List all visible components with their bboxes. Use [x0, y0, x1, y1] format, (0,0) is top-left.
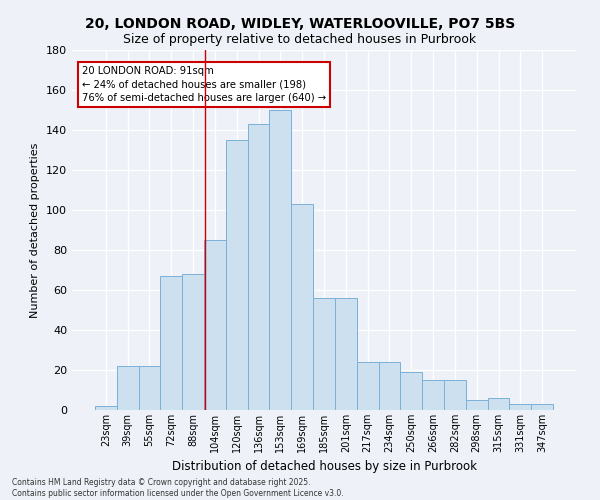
- Bar: [466, 400, 488, 410]
- Y-axis label: Number of detached properties: Number of detached properties: [31, 142, 40, 318]
- X-axis label: Distribution of detached houses by size in Purbrook: Distribution of detached houses by size …: [172, 460, 476, 473]
- Bar: [357, 362, 379, 410]
- Bar: [269, 110, 291, 410]
- Text: Contains HM Land Registry data © Crown copyright and database right 2025.
Contai: Contains HM Land Registry data © Crown c…: [12, 478, 344, 498]
- Bar: [160, 276, 182, 410]
- Bar: [488, 398, 509, 410]
- Bar: [313, 298, 335, 410]
- Bar: [531, 404, 553, 410]
- Bar: [379, 362, 400, 410]
- Bar: [509, 404, 531, 410]
- Bar: [444, 380, 466, 410]
- Bar: [422, 380, 444, 410]
- Text: Size of property relative to detached houses in Purbrook: Size of property relative to detached ho…: [124, 32, 476, 46]
- Bar: [117, 366, 139, 410]
- Bar: [248, 124, 269, 410]
- Text: 20, LONDON ROAD, WIDLEY, WATERLOOVILLE, PO7 5BS: 20, LONDON ROAD, WIDLEY, WATERLOOVILLE, …: [85, 18, 515, 32]
- Text: 20 LONDON ROAD: 91sqm
← 24% of detached houses are smaller (198)
76% of semi-det: 20 LONDON ROAD: 91sqm ← 24% of detached …: [82, 66, 326, 102]
- Bar: [204, 240, 226, 410]
- Bar: [291, 204, 313, 410]
- Bar: [182, 274, 204, 410]
- Bar: [335, 298, 357, 410]
- Bar: [226, 140, 248, 410]
- Bar: [95, 406, 117, 410]
- Bar: [400, 372, 422, 410]
- Bar: [139, 366, 160, 410]
